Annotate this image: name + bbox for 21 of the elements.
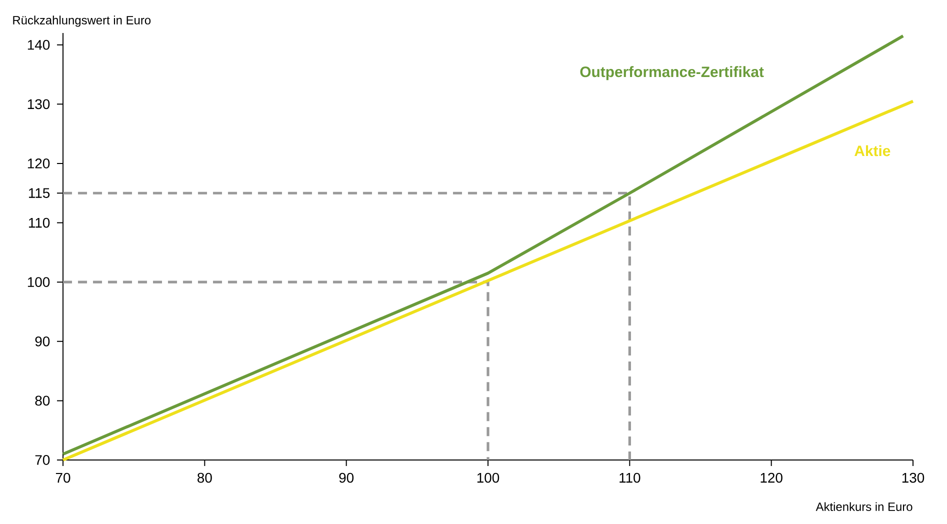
y-axis-title: Rückzahlungswert in Euro	[13, 16, 151, 27]
line-series	[62, 34, 905, 456]
x-axis-title: Aktienkurs in Euro	[816, 502, 912, 511]
y-tick-label: 120	[28, 158, 50, 168]
x-tick-label: 110	[620, 472, 640, 483]
y-tick-label: 130	[28, 99, 50, 110]
y-tick-label: 70	[35, 455, 50, 465]
x-tick-label: 90	[339, 472, 354, 483]
x-tick-label: 100	[477, 472, 500, 483]
y-tick-label: 100	[28, 277, 50, 288]
x-tick-label: 80	[198, 472, 212, 483]
x-tick-label: 130	[902, 472, 924, 483]
series-label: Aktie	[854, 145, 890, 156]
y-tick-label: 110	[28, 218, 50, 228]
y-tick-label: 80	[35, 396, 50, 406]
x-tick-label: 120	[760, 472, 782, 483]
y-tick-label: 90	[35, 336, 50, 346]
y-tick-label: 140	[28, 40, 50, 50]
x-tick-label: 70	[56, 472, 70, 483]
y-tick-label: 115	[28, 188, 50, 198]
text: Outperformance-Zertifikat	[580, 66, 764, 80]
